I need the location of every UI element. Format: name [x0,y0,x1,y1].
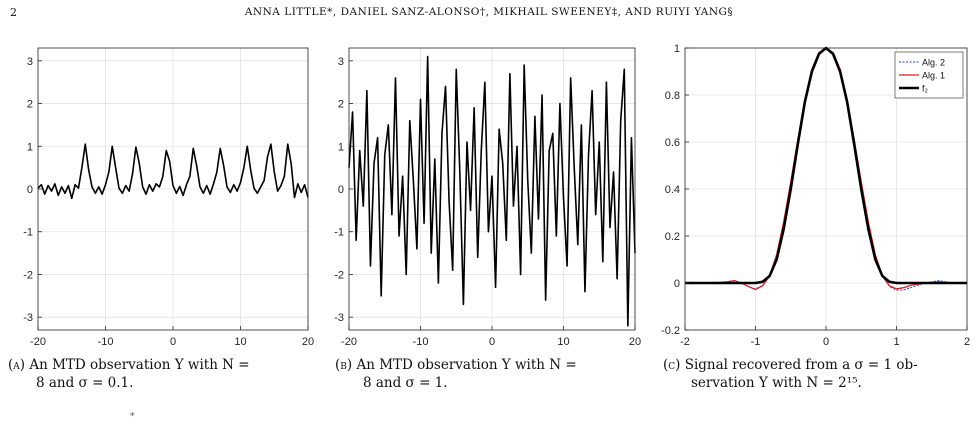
y-tick-label: 1 [338,141,344,153]
figure-c: -2 -1 0 1 2 -0.2 0 0.2 0.4 0.6 0.8 1 Alg. 2 Alg. 1 f₂ [655,40,978,359]
caption-c-label: (c) [663,357,681,373]
y-tick-label: -2 [23,269,33,281]
x-tick-label: -10 [413,336,429,348]
caption-a-line1: An MTD observation Y with N = [29,357,250,373]
y-tick-label: 0 [674,278,680,290]
y-tick-label: 1 [27,141,33,153]
x-tick-label: -1 [751,336,761,348]
x-tick-label: -2 [680,336,690,348]
running-header: ANNA LITTLE*, DANIEL SANZ-ALONSO†, MIKHA… [244,6,734,18]
figure-a: -20 -10 0 10 20 -3 -2 -1 0 1 2 3 [0,40,320,359]
y-tick-label: -1 [334,227,344,239]
caption-a-label: (a) [8,357,26,373]
x-tick-label: -20 [341,336,357,348]
x-tick-label: 10 [234,336,246,348]
y-tick-label: -3 [23,312,33,324]
y-tick-label: -0.2 [661,325,680,337]
caption-c: (c) Signal recovered from a σ = 1 ob- se… [663,356,975,392]
y-tick-label: 2 [27,99,33,111]
y-tick-label: 0 [27,184,33,196]
y-tick-label: 0.2 [665,231,680,243]
legend-label: Alg. 1 [922,71,945,81]
caption-a-line2: 8 and σ = 0.1. [36,375,134,391]
x-tick-label: -20 [30,336,46,348]
x-tick-label: 0 [489,336,495,348]
caption-c-line1: Signal recovered from a σ = 1 ob- [684,357,918,373]
y-tick-label: 0 [338,184,344,196]
footnote-mark: * [130,412,135,422]
x-tick-label: -10 [98,336,114,348]
x-tick-label: 10 [557,336,569,348]
y-tick-label: 0.4 [665,184,680,196]
y-tick-label: 1 [674,43,680,55]
x-tick-label: 0 [170,336,176,348]
y-tick-label: 3 [27,56,33,68]
y-tick-label: -1 [23,227,33,239]
series-line-0 [348,55,636,327]
y-tick-label: 2 [338,99,344,111]
figure-b: -20 -10 0 10 20 -3 -2 -1 0 1 2 3 [327,40,647,359]
x-tick-label: 0 [823,336,829,348]
page-number: 2 [10,6,17,19]
caption-c-line2: servation Y with N = 2¹⁵. [691,375,862,391]
x-tick-label: 20 [302,336,314,348]
series-line-0 [37,143,309,200]
y-tick-label: 0.6 [665,137,680,149]
caption-a: (a) An MTD observation Y with N = 8 and … [8,356,318,392]
caption-b-label: (b) [335,357,353,373]
legend-label: f₂ [922,84,929,94]
chart-c: -2 -1 0 1 2 -0.2 0 0.2 0.4 0.6 0.8 1 Alg. 2 Alg. 1 f₂ [661,43,970,348]
x-tick-label: 20 [629,336,641,348]
series-line-2 [685,46,967,285]
y-tick-label: -3 [334,312,344,324]
caption-b: (b) An MTD observation Y with N = 8 and … [335,356,645,392]
caption-b-line2: 8 and σ = 1. [363,375,448,391]
legend-label: Alg. 2 [922,58,945,68]
x-tick-label: 1 [893,336,899,348]
y-tick-label: 3 [338,56,344,68]
caption-b-line1: An MTD observation Y with N = [356,357,577,373]
y-tick-label: -2 [334,269,344,281]
x-tick-label: 2 [964,336,970,348]
y-tick-label: 0.8 [665,90,680,102]
